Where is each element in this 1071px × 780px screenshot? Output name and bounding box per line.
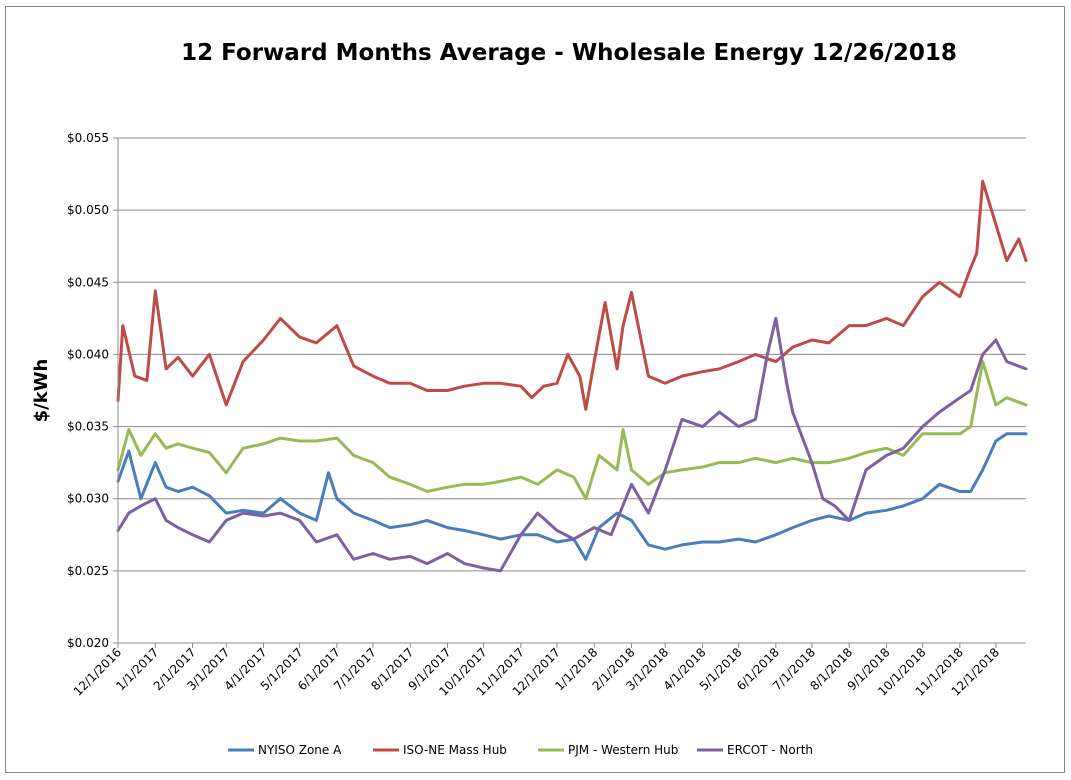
- y-axis-ticks: $0.020 $0.025 $0.030 $0.035 $0.040 $0.045 $0.0…: [67, 131, 118, 650]
- y-tick-label: $0.055: [67, 131, 109, 145]
- legend: NYISO Zone A ISO-NE Mass Hub PJM - Western…: [228, 743, 813, 757]
- y-tick-label: $0.030: [67, 492, 109, 506]
- chart-title: 12 Forward Months Average - Wholesale En…: [181, 40, 957, 66]
- x-axis-ticks: 12/1/20161/1/20172/1/20173/1/20174/1/201…: [71, 643, 1002, 699]
- series-line-2: [116, 179, 1028, 411]
- y-tick-label: $0.050: [67, 203, 109, 217]
- y-tick-label: $0.025: [67, 564, 109, 578]
- x-tick-label: 12/1/2016: [71, 645, 124, 698]
- series-line-1: [116, 432, 1028, 561]
- series-lines: [116, 179, 1028, 573]
- legend-label: NYISO Zone A: [258, 743, 342, 757]
- series-line-3: [116, 360, 1028, 501]
- gridlines: [118, 137, 1026, 644]
- y-tick-label: $0.040: [67, 347, 109, 361]
- y-tick-label: $0.020: [67, 636, 109, 650]
- y-axis-label: $/kWh: [31, 359, 52, 423]
- y-tick-label: $0.035: [67, 420, 109, 434]
- legend-label: PJM - Western Hub: [568, 743, 678, 757]
- legend-label: ERCOT - North: [727, 743, 813, 757]
- series-line-4: [116, 316, 1028, 573]
- axes: [117, 138, 1026, 644]
- chart-frame: [5, 6, 1065, 773]
- y-tick-label: $0.045: [67, 275, 109, 289]
- legend-label: ISO-NE Mass Hub: [403, 743, 507, 757]
